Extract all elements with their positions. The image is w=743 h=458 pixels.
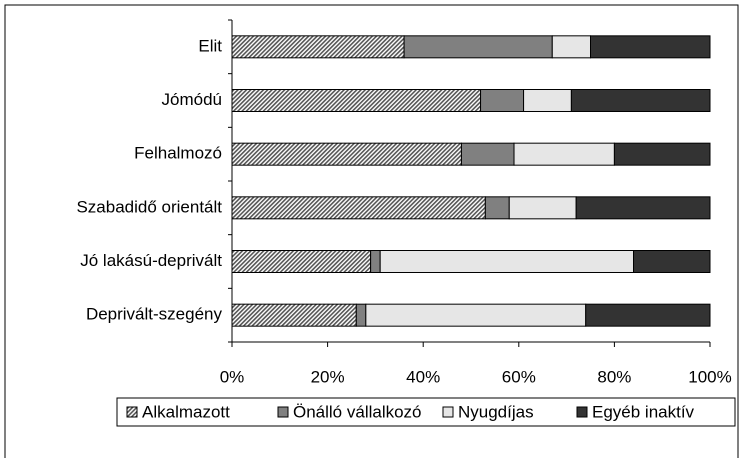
bar-segment <box>231 142 462 166</box>
category-label: Jó lakású-deprivált <box>80 251 222 270</box>
bar-segment <box>575 196 711 220</box>
x-tick-label: 80% <box>597 367 631 386</box>
bar-segment <box>370 250 381 273</box>
legend-swatch <box>442 406 454 418</box>
bar-segment <box>365 303 587 327</box>
legend-label: Nyugdíjas <box>458 402 534 421</box>
x-tick-label: 40% <box>406 367 440 386</box>
legend-label: Önálló vállalkozó <box>293 402 422 421</box>
legend-box <box>116 397 736 427</box>
bar-segment <box>613 142 711 166</box>
bar-segment <box>508 196 577 220</box>
bar-segment <box>570 89 711 112</box>
bar-segment <box>523 89 572 112</box>
bar-segment <box>231 89 482 112</box>
bar-segment <box>379 250 635 273</box>
category-label: Deprivált-szegény <box>86 305 223 324</box>
bar-segment <box>633 250 711 273</box>
bar-segment <box>480 89 525 112</box>
legend-label: Egyéb inaktív <box>592 402 695 421</box>
bar-segment <box>551 35 592 59</box>
bar-segment <box>231 303 357 327</box>
category-label: Szabadidő orientált <box>76 197 222 216</box>
x-tick-label: 20% <box>311 367 345 386</box>
bar-segment <box>231 35 405 59</box>
category-label: Jómódú <box>162 90 222 109</box>
category-label: Felhalmozó <box>134 144 222 163</box>
bar-segment <box>590 35 711 59</box>
frame <box>4 4 739 458</box>
category-label: Elit <box>198 36 222 55</box>
legend-swatch <box>576 406 588 418</box>
bar-segment <box>460 142 515 166</box>
bar-segment <box>231 250 372 273</box>
x-tick-label: 60% <box>502 367 536 386</box>
x-tick-label: 100% <box>688 367 731 386</box>
bar-segment <box>231 196 486 220</box>
bar-segment <box>403 35 553 59</box>
legend-swatch <box>277 406 289 418</box>
x-tick-label: 0% <box>220 367 245 386</box>
bar-segment <box>355 303 367 327</box>
legend-swatch <box>126 406 138 418</box>
bar-segment <box>585 303 711 327</box>
legend-label: Alkalmazott <box>142 402 230 421</box>
bar-segment <box>513 142 615 166</box>
bar-segment <box>484 196 510 220</box>
